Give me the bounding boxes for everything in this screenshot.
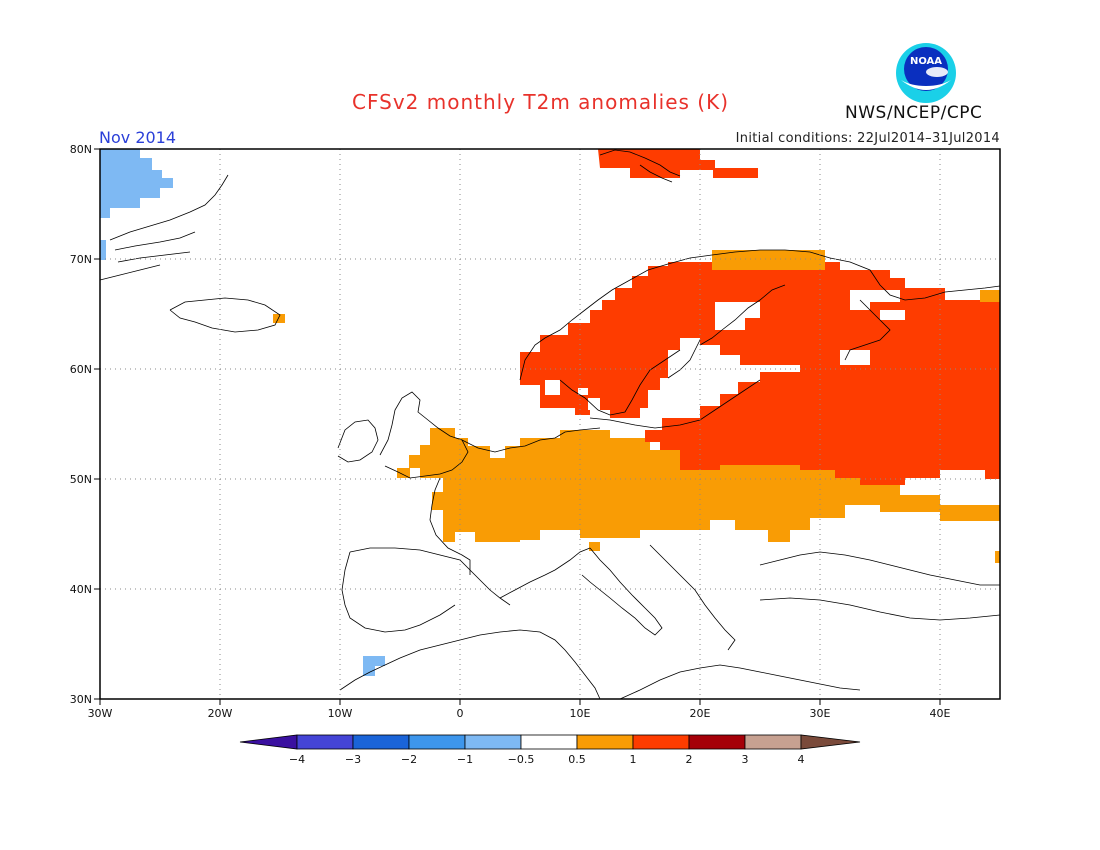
colorbar-box	[520, 734, 578, 750]
anomaly-region	[363, 656, 385, 676]
coastline	[559, 349, 681, 416]
lat-label: 40N	[70, 583, 92, 596]
coastline	[829, 257, 1001, 301]
coastline	[429, 477, 471, 575]
coastline	[667, 339, 701, 379]
coastline	[519, 249, 831, 381]
colorbar-arrow-left	[239, 734, 298, 750]
colorbar-tick-label: 1	[630, 753, 637, 766]
anomaly-region	[713, 168, 758, 178]
map-frame	[99, 148, 1001, 700]
lon-label: 30W	[88, 707, 113, 720]
colorbar-tick-label: −2	[401, 753, 417, 766]
coastline	[337, 419, 379, 463]
lat-label: 80N	[70, 143, 92, 156]
anomaly-region	[100, 240, 106, 260]
lat-label: 50N	[70, 473, 92, 486]
chart-title: CFSv2 monthly T2m anomalies (K)	[352, 90, 729, 114]
initial-conditions: Initial conditions: 22Jul2014–31Jul2014	[735, 131, 1000, 146]
colorbar-box	[688, 734, 746, 750]
colorbar-box	[464, 734, 522, 750]
coastline	[589, 379, 761, 429]
neutral-area	[640, 338, 800, 430]
anomaly-region	[980, 290, 1000, 302]
colorbar-tick-label: 3	[742, 753, 749, 766]
lon-label: 10E	[570, 707, 591, 720]
coastline	[379, 391, 469, 479]
coastline	[341, 551, 456, 633]
coastline	[169, 297, 281, 333]
agency-label: NWS/NCEP/CPC	[845, 103, 983, 123]
colorbar-box	[576, 734, 634, 750]
coastline	[117, 251, 191, 263]
anomaly-region	[100, 149, 173, 218]
colorbar-box	[744, 734, 802, 750]
colorbar-arrow-right	[800, 734, 861, 750]
coastline	[699, 284, 786, 346]
logo-text: NOAA	[910, 56, 942, 67]
forecast-month: Nov 2014	[99, 128, 177, 147]
colorbar-tick-label: 4	[798, 753, 805, 766]
neutral-area	[715, 302, 760, 330]
lon-label: 0	[457, 707, 464, 720]
anomaly-region	[712, 250, 840, 270]
coastline	[461, 427, 601, 453]
neutral-area	[588, 398, 600, 410]
coastline	[581, 547, 663, 636]
coastline	[639, 164, 673, 183]
coastline	[114, 231, 196, 251]
coastline	[99, 264, 161, 281]
neutral-area	[850, 290, 900, 310]
lon-label: 20W	[208, 707, 233, 720]
colorbar-box	[352, 734, 410, 750]
coastline	[339, 629, 601, 700]
anomaly-region	[273, 314, 285, 323]
colorbar-tick-label: −3	[345, 753, 361, 766]
coastline	[759, 551, 1000, 586]
anomaly-region	[589, 542, 600, 551]
colorbar-tick-label: 2	[686, 753, 693, 766]
noaa-logo-icon: NOAA	[896, 43, 956, 103]
neutral-area	[840, 350, 870, 365]
colorbar-box	[632, 734, 690, 750]
colorbar-box	[296, 734, 354, 750]
neutral-area	[880, 310, 905, 320]
anomaly-region	[555, 395, 590, 415]
colorbar-tick-label: −1	[457, 753, 473, 766]
gridlines	[100, 149, 1000, 699]
lat-label: 30N	[70, 693, 92, 706]
coastline	[649, 544, 736, 651]
colorbar-tick-label: 0.5	[568, 753, 586, 766]
coastline	[599, 149, 681, 177]
colorbar-tick-label: −4	[289, 753, 305, 766]
coastline	[844, 299, 891, 361]
lon-label: 20E	[690, 707, 711, 720]
lat-label: 60N	[70, 363, 92, 376]
lon-label: 30E	[810, 707, 831, 720]
anomaly-region	[397, 428, 1000, 542]
neutral-area	[545, 380, 560, 395]
coastline	[759, 597, 1001, 621]
coastline	[109, 174, 229, 241]
colorbar-box	[408, 734, 466, 750]
anomaly-fills	[100, 149, 1000, 676]
anomaly-region	[995, 551, 1000, 563]
lat-label: 70N	[70, 253, 92, 266]
coastline	[499, 547, 591, 599]
colorbar-tick-label: −0.5	[508, 753, 535, 766]
lon-label: 40E	[930, 707, 951, 720]
lon-label: 10W	[328, 707, 353, 720]
